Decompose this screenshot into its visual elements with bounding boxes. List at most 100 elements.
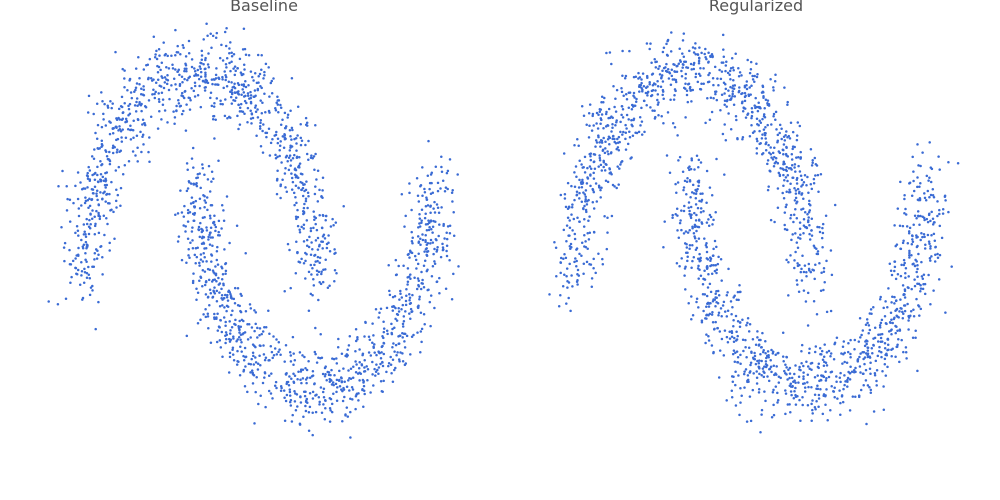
scatter-point xyxy=(330,379,333,382)
scatter-point xyxy=(237,90,240,93)
scatter-point xyxy=(601,262,605,266)
scatter-point xyxy=(725,60,728,64)
scatter-point xyxy=(755,137,759,141)
scatter-point xyxy=(259,84,262,88)
scatter-point xyxy=(103,190,106,193)
scatter-point xyxy=(189,182,193,185)
scatter-point xyxy=(662,97,665,101)
scatter-point xyxy=(347,379,350,382)
scatter-point xyxy=(901,316,905,320)
scatter-point xyxy=(227,371,231,374)
scatter-point xyxy=(305,238,309,242)
scatter-point xyxy=(689,89,692,92)
scatter-point xyxy=(816,387,820,391)
scatter-point xyxy=(691,88,695,92)
scatter-point xyxy=(584,195,587,198)
scatter-point xyxy=(903,261,906,265)
scatter-point xyxy=(785,228,789,231)
scatter-point xyxy=(702,210,705,213)
scatter-point xyxy=(791,147,794,151)
scatter-point xyxy=(387,264,390,267)
scatter-point xyxy=(366,379,369,382)
scatter-point xyxy=(314,394,317,397)
scatter-point xyxy=(886,305,889,309)
scatter-point xyxy=(904,271,907,275)
scatter-point xyxy=(220,227,223,230)
scatter-point xyxy=(810,217,814,220)
scatter-point xyxy=(800,185,803,188)
scatter-point xyxy=(296,250,299,254)
scatter-point xyxy=(134,110,138,113)
scatter-point xyxy=(928,196,931,199)
scatter-point xyxy=(755,117,759,121)
scatter-point xyxy=(872,306,875,309)
scatter-point xyxy=(897,337,900,341)
scatter-point xyxy=(322,403,325,406)
scatter-point xyxy=(611,116,614,120)
scatter-point xyxy=(198,279,201,282)
scatter-point xyxy=(735,118,738,122)
scatter-point xyxy=(712,328,716,331)
scatter-point xyxy=(348,389,351,392)
scatter-point xyxy=(665,42,668,46)
scatter-point xyxy=(357,367,361,370)
scatter-point xyxy=(272,335,275,338)
scatter-point xyxy=(787,134,791,138)
scatter-point xyxy=(688,209,691,213)
scatter-point xyxy=(272,77,275,80)
scatter-point xyxy=(596,127,600,130)
scatter-point xyxy=(204,56,207,60)
scatter-point xyxy=(230,81,233,84)
scatter-point xyxy=(228,47,231,50)
scatter-point xyxy=(165,65,168,69)
scatter-point xyxy=(693,47,697,50)
scatter-point xyxy=(721,33,725,37)
scatter-point xyxy=(933,260,937,263)
scatter-point xyxy=(720,70,724,73)
scatter-point xyxy=(668,71,671,74)
scatter-point xyxy=(899,274,903,278)
scatter-point xyxy=(160,91,164,95)
scatter-point xyxy=(302,212,305,216)
scatter-point xyxy=(901,224,905,228)
scatter-point xyxy=(628,130,631,133)
scatter-point xyxy=(256,362,260,365)
scatter-point xyxy=(796,264,800,268)
scatter-point xyxy=(684,265,687,268)
scatter-point xyxy=(800,178,804,182)
scatter-point xyxy=(793,390,796,393)
scatter-point xyxy=(231,353,235,356)
scatter-point xyxy=(83,271,87,274)
scatter-point xyxy=(100,125,104,129)
scatter-point xyxy=(890,332,893,336)
scatter-point xyxy=(220,293,224,297)
scatter-point xyxy=(93,178,97,181)
scatter-point xyxy=(644,91,648,95)
scatter-point xyxy=(237,324,240,328)
scatter-point xyxy=(614,141,618,145)
scatter-point xyxy=(243,99,247,103)
scatter-point xyxy=(681,66,684,69)
scatter-point xyxy=(371,373,374,376)
scatter-point xyxy=(680,209,683,212)
scatter-point xyxy=(768,151,771,155)
scatter-point xyxy=(694,188,697,192)
scatter-point xyxy=(439,255,443,259)
scatter-point xyxy=(685,180,689,183)
scatter-point xyxy=(304,143,307,147)
scatter-point xyxy=(194,247,198,250)
scatter-point xyxy=(154,90,157,94)
scatter-point xyxy=(217,76,220,80)
scatter-point xyxy=(876,354,880,358)
scatter-point xyxy=(320,226,324,230)
scatter-point xyxy=(571,285,574,288)
scatter-point xyxy=(773,155,776,159)
scatter-point xyxy=(402,264,405,267)
scatter-point xyxy=(787,368,790,372)
scatter-point xyxy=(689,196,692,199)
scatter-point xyxy=(829,354,832,358)
scatter-point xyxy=(116,137,120,141)
scatter-point xyxy=(433,200,436,204)
scatter-point xyxy=(790,163,794,167)
scatter-point xyxy=(916,282,919,285)
